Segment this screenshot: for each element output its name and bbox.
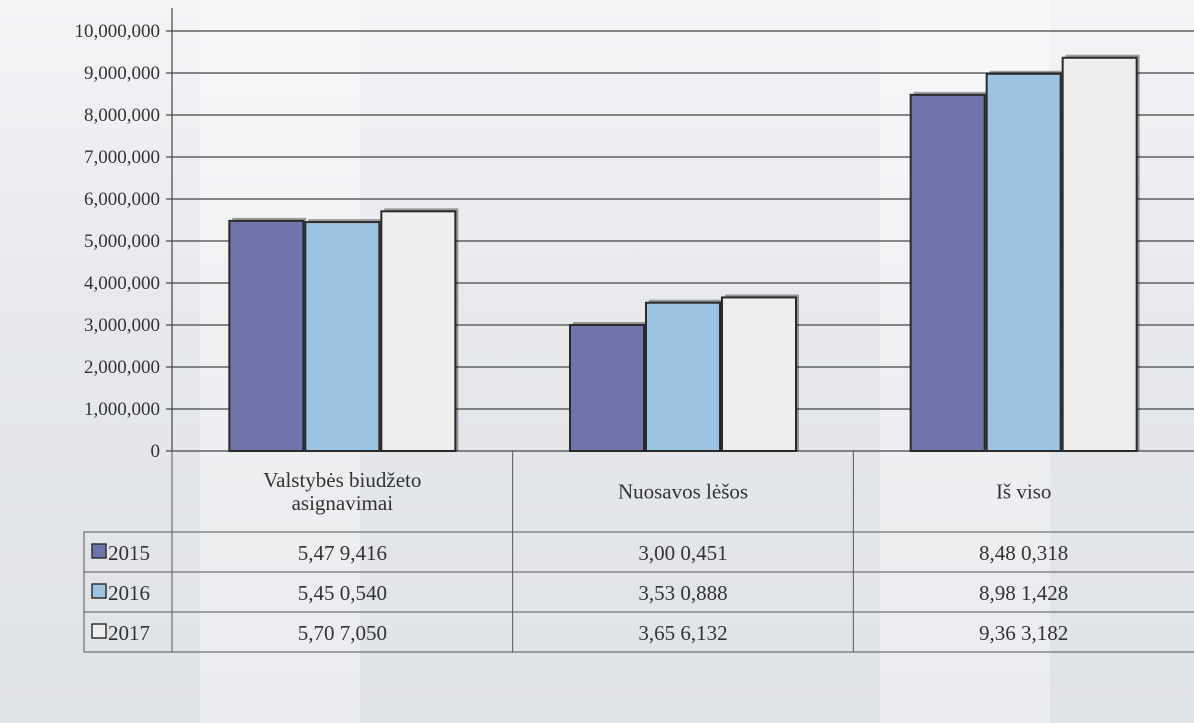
data-label: 5,47 9,416 (298, 541, 387, 565)
data-label: 8,98 1,428 (979, 581, 1068, 605)
bar (985, 72, 1062, 452)
data-label: 3,00 0,451 (638, 541, 727, 565)
data-label: 8,48 0,318 (979, 541, 1068, 565)
y-tick-label: 10,000,000 (75, 21, 161, 42)
y-tick-label: 6,000,000 (84, 189, 160, 210)
y-tick-label: 1,000,000 (84, 399, 160, 420)
bar (909, 93, 986, 453)
legend-swatch (91, 583, 107, 599)
data-label: 9,36 3,182 (979, 621, 1068, 645)
y-tick-label: 9,000,000 (84, 63, 160, 84)
x-category-label: Valstybės biudžeto (263, 468, 421, 492)
y-tick-label: 0 (151, 441, 161, 462)
bars (228, 54, 1140, 453)
y-axis-ticks: 0 1,000,000 2,000,000 3,000,000 4,000,000 5,0… (75, 21, 161, 462)
legend-label: 2015 (108, 541, 150, 565)
bar (721, 296, 797, 452)
data-label: 5,70 7,050 (298, 621, 387, 645)
data-label: 3,65 6,132 (638, 621, 727, 645)
bar (569, 323, 645, 452)
y-tick-label: 2,000,000 (84, 357, 160, 378)
data-label: 3,53 0,888 (638, 581, 727, 605)
x-category-label: Nuosavos lėšos (618, 480, 748, 504)
bar (304, 221, 381, 452)
x-category-label: asignavimai (292, 491, 394, 515)
bar (380, 210, 457, 452)
legend-swatch (91, 543, 107, 559)
legend-swatch (91, 623, 107, 639)
bar (1061, 56, 1138, 452)
x-category-label: Iš viso (996, 480, 1051, 504)
y-tick-label: 4,000,000 (84, 273, 160, 294)
data-label: 5,45 0,540 (298, 581, 387, 605)
y-tick-label: 7,000,000 (84, 147, 160, 168)
legend-label: 2016 (108, 581, 150, 605)
bar (645, 301, 721, 452)
y-tick-label: 5,000,000 (84, 231, 160, 252)
bar (228, 219, 305, 452)
legend-label: 2017 (108, 621, 150, 645)
y-tick-label: 3,000,000 (84, 315, 160, 336)
y-tick-label: 8,000,000 (84, 105, 160, 126)
